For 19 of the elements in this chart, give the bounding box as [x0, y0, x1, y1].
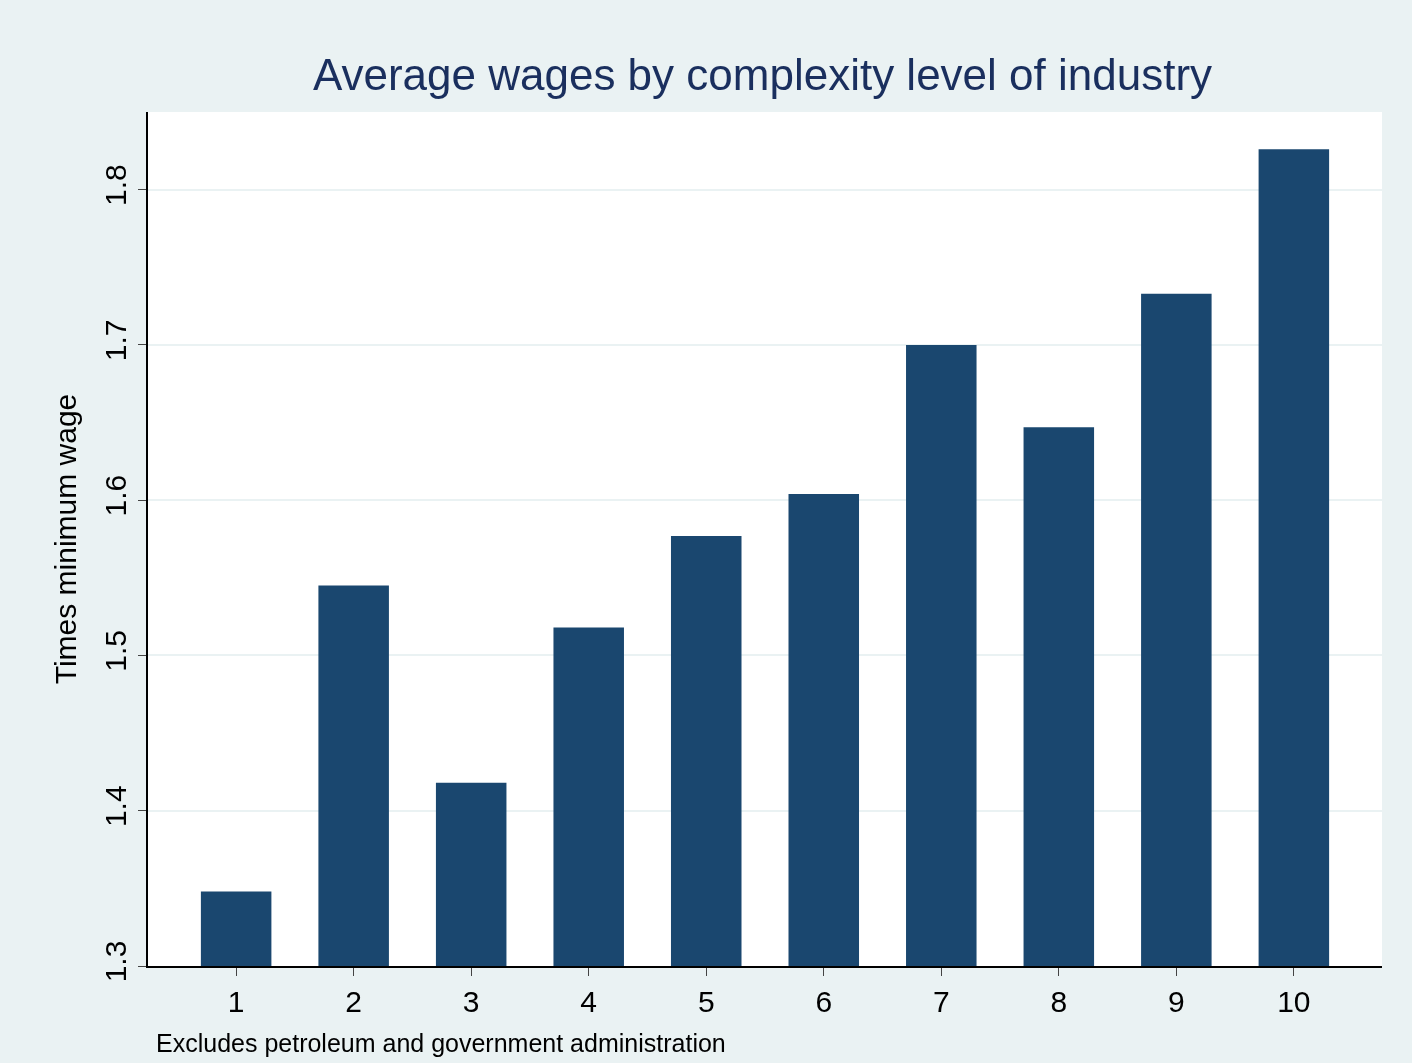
x-tick-label: 8 — [1050, 984, 1068, 1018]
y-tick-label: 1.4 — [99, 785, 133, 828]
x-tick-label: 1 — [227, 984, 245, 1018]
y-tick-label: 1.7 — [99, 319, 133, 362]
y-axis-title: Times minimum wage — [48, 393, 82, 685]
x-tick-label: 3 — [462, 984, 480, 1018]
x-tick-label: 9 — [1167, 984, 1185, 1018]
x-tick-label: 2 — [345, 984, 363, 1018]
text: Excludes petroleum and government administration — [156, 1029, 726, 1057]
y-tick-label: 1.3 — [99, 940, 133, 983]
y-tick-label: 1.8 — [99, 164, 133, 206]
y-tick-label: 1.6 — [99, 474, 133, 517]
y-tick-label: 1.5 — [99, 630, 133, 672]
x-tick-label: 4 — [580, 984, 598, 1018]
x-tick-label: 5 — [697, 984, 715, 1018]
chart-title: Average wages by complexity level of industry — [312, 49, 1213, 99]
x-tick-label: 6 — [815, 984, 833, 1018]
x-tick-label: 10 — [1277, 984, 1311, 1018]
x-tick-label: 7 — [932, 984, 950, 1018]
